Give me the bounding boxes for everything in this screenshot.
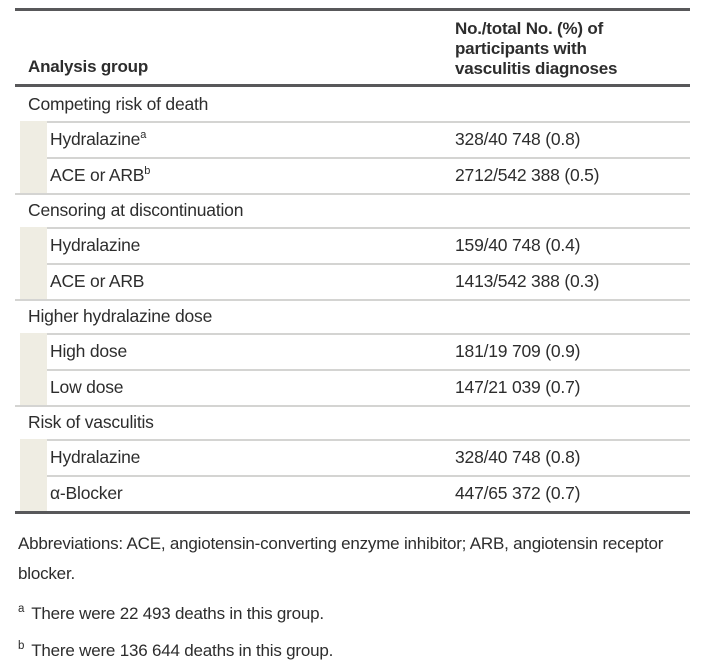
row-label-superscript: b	[144, 164, 151, 177]
row-value: 181/19 709 (0.9)	[455, 340, 581, 361]
row-indent-marker	[20, 263, 47, 299]
row-label-text: α-Blocker	[50, 482, 123, 503]
section-title: Higher hydralazine dose	[28, 305, 213, 326]
table-row: α-Blocker 447/65 372 (0.7)	[15, 475, 690, 511]
row-label-text: Hydralazine	[50, 446, 141, 467]
abbreviations-note: Abbreviations: ACE, angiotensin-converti…	[18, 534, 664, 583]
row-label: Hydralazine	[15, 447, 140, 468]
footnote-text: There were 136 644 deaths in this group.	[31, 641, 334, 660]
row-value: 328/40 748 (0.8)	[455, 446, 581, 467]
section-separator	[15, 405, 690, 407]
footnotes: Abbreviations: ACE, angiotensin-converti…	[15, 529, 690, 663]
table-header: Analysis group No./total No. (%) of part…	[15, 11, 690, 84]
row-label: α-Blocker	[15, 483, 123, 504]
row-indent-marker	[20, 475, 47, 511]
row-value: 1413/542 388 (0.3)	[455, 270, 600, 291]
header-rule	[15, 84, 690, 87]
footnote-marker: a	[18, 603, 25, 616]
bottom-rule	[15, 511, 690, 514]
row-indent-marker	[20, 333, 47, 369]
section-header-row: Higher hydralazine dose	[15, 299, 690, 333]
section-header-row: Competing risk of death	[15, 87, 690, 121]
table-section-risk: Risk of vasculitis Hydralazine 328/40 74…	[15, 405, 690, 511]
row-label-text: Hydralazine	[50, 234, 141, 255]
section-title: Competing risk of death	[28, 93, 209, 114]
top-rule	[15, 8, 690, 11]
row-separator	[47, 369, 690, 371]
table-section-censoring: Censoring at discontinuation Hydralazine…	[15, 193, 690, 299]
row-label: ACE or ARBb	[15, 165, 150, 186]
footnote-a: a There were 22 493 deaths in this group.	[18, 602, 690, 626]
section-title: Risk of vasculitis	[28, 411, 154, 432]
section-header-row: Censoring at discontinuation	[15, 193, 690, 227]
row-indent-marker	[20, 157, 47, 193]
row-separator	[47, 475, 690, 477]
row-label-text: ACE or ARB	[50, 270, 145, 291]
section-separator	[15, 299, 690, 301]
row-value: 328/40 748 (0.8)	[455, 128, 581, 149]
section-separator	[15, 193, 690, 195]
row-label: Hydralazine	[15, 235, 140, 256]
footnote-text: There were 22 493 deaths in this group.	[31, 604, 324, 623]
column-header-participants: No./total No. (%) of participants with v…	[455, 19, 618, 78]
column-header-analysis-group: Analysis group	[28, 57, 149, 76]
row-label: Hydralazinea	[15, 129, 146, 150]
table-section-dose: Higher hydralazine dose High dose 181/19…	[15, 299, 690, 405]
row-value: 159/40 748 (0.4)	[455, 234, 581, 255]
row-value: 447/65 372 (0.7)	[455, 482, 581, 503]
row-label: High dose	[15, 341, 127, 362]
table-row: High dose 181/19 709 (0.9)	[15, 333, 690, 369]
row-separator	[47, 439, 690, 441]
row-label-text: Low dose	[50, 376, 124, 397]
row-label: ACE or ARB	[15, 271, 144, 292]
row-label: Low dose	[15, 376, 124, 398]
table-row: ACE or ARB 1413/542 388 (0.3)	[15, 263, 690, 299]
table-row: Low dose 147/21 039 (0.7)	[15, 369, 690, 405]
section-title: Censoring at discontinuation	[28, 199, 244, 220]
table-section-competing-risk: Competing risk of death Hydralazinea 328…	[15, 87, 690, 193]
row-indent-marker	[20, 369, 47, 405]
footnote-b: b There were 136 644 deaths in this group…	[18, 639, 690, 663]
table-row: Hydralazine 328/40 748 (0.8)	[15, 439, 690, 475]
row-separator	[47, 263, 690, 265]
table-row: ACE or ARBb 2712/542 388 (0.5)	[15, 157, 690, 193]
row-indent-marker	[20, 439, 47, 475]
row-value: 2712/542 388 (0.5)	[455, 164, 600, 185]
row-separator	[47, 121, 690, 123]
footnote-marker: b	[18, 640, 25, 653]
row-label-text: ACE or ARB	[50, 164, 145, 185]
section-header-row: Risk of vasculitis	[15, 405, 690, 439]
row-value: 147/21 039 (0.7)	[455, 376, 581, 397]
row-indent-marker	[20, 227, 47, 263]
table-row: Hydralazinea 328/40 748 (0.8)	[15, 121, 690, 157]
row-indent-marker	[20, 121, 47, 157]
row-label-text: Hydralazine	[50, 128, 141, 149]
row-separator	[47, 227, 690, 229]
row-separator	[47, 157, 690, 159]
table-row: Hydralazine 159/40 748 (0.4)	[15, 227, 690, 263]
row-label-superscript: a	[140, 128, 147, 141]
row-separator	[47, 333, 690, 335]
row-label-text: High dose	[50, 340, 128, 361]
